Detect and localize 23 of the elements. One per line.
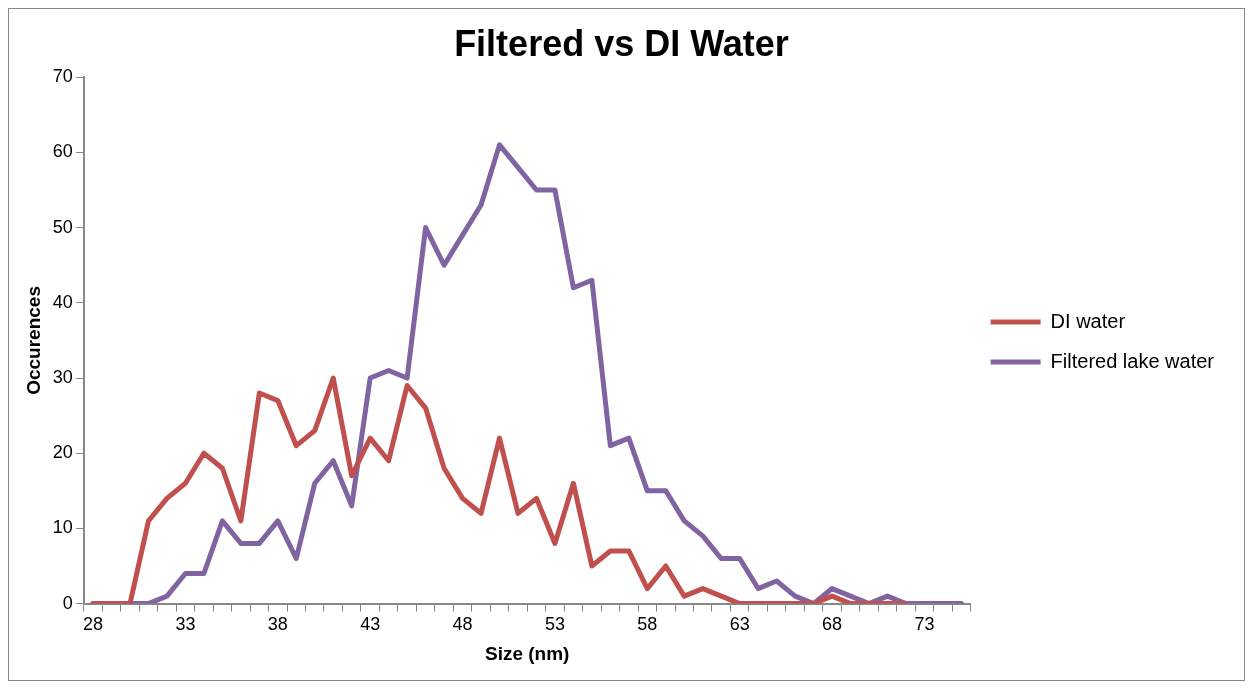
y-tick-label: 40 — [52, 291, 73, 312]
x-tick-label: 43 — [360, 614, 381, 635]
y-tick-label: 10 — [52, 517, 73, 538]
x-tick-label: 53 — [544, 614, 565, 635]
x-tick-label: 68 — [822, 614, 843, 635]
legend-label: Filtered lake water — [1050, 349, 1215, 372]
x-tick-label: 38 — [267, 614, 288, 635]
legend-label: DI water — [1050, 309, 1126, 332]
y-tick-label: 20 — [52, 442, 73, 463]
y-tick-label: 30 — [52, 366, 73, 387]
x-tick-label: 58 — [637, 614, 658, 635]
y-tick-label: 70 — [52, 66, 73, 87]
y-tick-label: 0 — [62, 592, 73, 613]
y-tick-label: 50 — [52, 216, 73, 237]
x-tick-label: 73 — [914, 614, 935, 635]
x-tick-label: 33 — [175, 614, 196, 635]
x-axis-title: Size (nm) — [484, 642, 570, 664]
x-tick-label: 48 — [452, 614, 473, 635]
y-axis-title: Occurences — [22, 286, 44, 395]
y-tick-label: 60 — [52, 141, 73, 162]
chart-title: Filtered vs DI Water — [454, 22, 789, 64]
x-tick-label: 63 — [729, 614, 750, 635]
x-tick-label: 28 — [83, 614, 104, 635]
